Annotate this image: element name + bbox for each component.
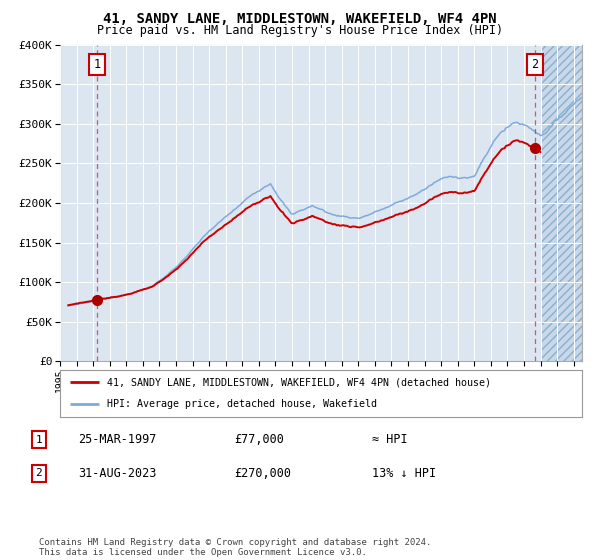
Text: 1: 1 [35, 435, 43, 445]
Text: 2: 2 [35, 468, 43, 478]
Bar [541, 45, 582, 361]
Text: £77,000: £77,000 [234, 433, 284, 446]
Text: 2: 2 [532, 58, 539, 71]
Text: 25-MAR-1997: 25-MAR-1997 [78, 433, 157, 446]
Text: Contains HM Land Registry data © Crown copyright and database right 2024.
This d: Contains HM Land Registry data © Crown c… [39, 538, 431, 557]
Text: HPI: Average price, detached house, Wakefield: HPI: Average price, detached house, Wake… [107, 399, 377, 409]
Text: 31-AUG-2023: 31-AUG-2023 [78, 466, 157, 480]
Text: 41, SANDY LANE, MIDDLESTOWN, WAKEFIELD, WF4 4PN: 41, SANDY LANE, MIDDLESTOWN, WAKEFIELD, … [103, 12, 497, 26]
Text: £270,000: £270,000 [234, 466, 291, 480]
Text: Price paid vs. HM Land Registry's House Price Index (HPI): Price paid vs. HM Land Registry's House … [97, 24, 503, 37]
Text: 1: 1 [94, 58, 101, 71]
Text: ≈ HPI: ≈ HPI [372, 433, 407, 446]
Text: 41, SANDY LANE, MIDDLESTOWN, WAKEFIELD, WF4 4PN (detached house): 41, SANDY LANE, MIDDLESTOWN, WAKEFIELD, … [107, 377, 491, 388]
Text: 13% ↓ HPI: 13% ↓ HPI [372, 466, 436, 480]
